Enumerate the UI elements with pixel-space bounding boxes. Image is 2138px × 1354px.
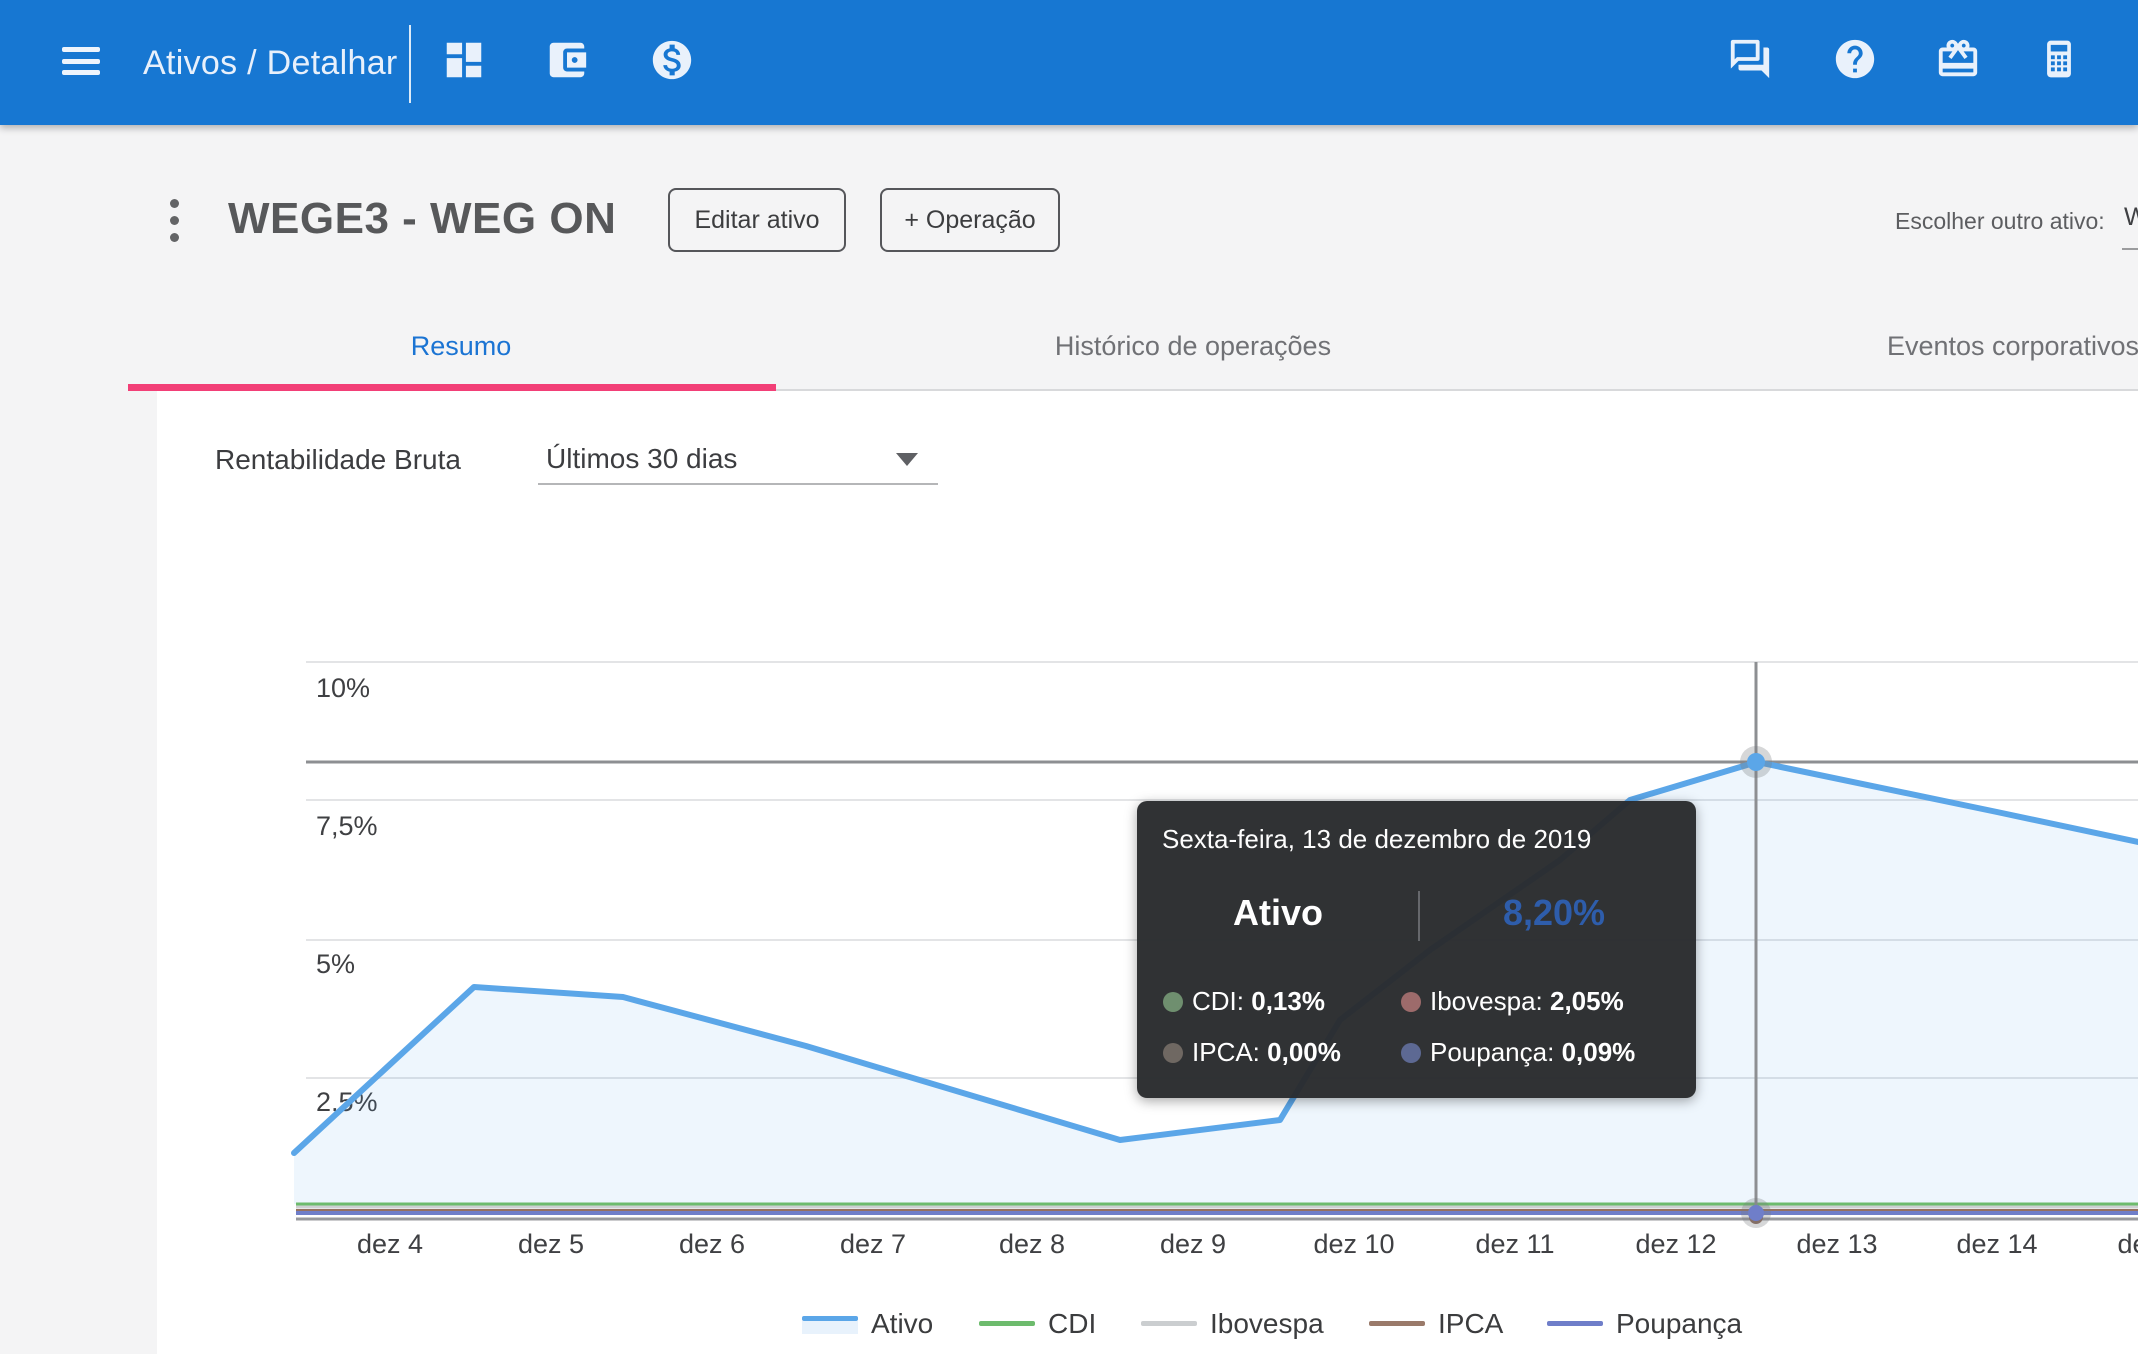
ibovespa-dot-icon (1401, 991, 1421, 1012)
dropdown-caret-icon (896, 453, 918, 466)
tab-row-border (776, 389, 2138, 391)
svg-text:dez 8: dez 8 (999, 1229, 1065, 1259)
poupanca-line-swatch-icon (1547, 1314, 1603, 1334)
ipca-dot-icon (1163, 1042, 1183, 1063)
help-icon[interactable] (1832, 36, 1878, 82)
legend-item-ativo: Ativo (802, 1308, 933, 1340)
tooltip-benchmark-label: CDI: (1192, 986, 1244, 1016)
svg-text:dez 15: dez 15 (2117, 1229, 2138, 1259)
tooltip-benchmark-value: 0,13% (1251, 986, 1325, 1016)
choose-other-asset-label: Escolher outro ativo: (1895, 208, 2105, 234)
period-select[interactable]: Últimos 30 dias (546, 443, 938, 483)
legend-item-ibovespa: Ibovespa (1141, 1308, 1324, 1340)
period-select-value: Últimos 30 dias (546, 443, 738, 474)
ibovespa-line-swatch-icon (1141, 1314, 1197, 1334)
svg-text:dez 13: dez 13 (1796, 1229, 1877, 1259)
menu-icon[interactable] (62, 47, 100, 75)
tab-resumo[interactable]: Resumo (410, 331, 512, 361)
svg-text:dez 7: dez 7 (840, 1229, 906, 1259)
legend-label: Ativo (871, 1308, 934, 1339)
chat-icon[interactable] (1727, 36, 1773, 82)
wallet-icon[interactable] (544, 37, 590, 83)
tooltip-benchmark-poupanca: Poupança: 0,09% (1401, 1037, 1635, 1068)
svg-text:7,5%: 7,5% (316, 811, 378, 841)
legend-label: Ibovespa (1210, 1308, 1324, 1339)
svg-text:dez 5: dez 5 (518, 1229, 584, 1259)
tooltip-series-name: Ativo (1233, 892, 1323, 933)
tooltip-benchmark-label: Poupança: (1430, 1037, 1555, 1067)
money-icon[interactable] (649, 37, 695, 83)
calculator-icon[interactable] (2037, 37, 2081, 81)
tooltip-divider (1418, 891, 1420, 941)
tooltip-benchmark-ibovespa: Ibovespa: 2,05% (1401, 986, 1624, 1017)
poupanca-dot-icon (1401, 1042, 1421, 1063)
period-select-underline (538, 483, 938, 485)
svg-text:5%: 5% (316, 949, 355, 979)
legend-item-ipca: IPCA (1369, 1308, 1503, 1340)
header-divider (409, 25, 411, 103)
svg-text:dez 9: dez 9 (1160, 1229, 1226, 1259)
more-options-icon[interactable] (170, 199, 180, 250)
chart-tooltip: Sexta-feira, 13 de dezembro de 2019 Ativ… (1137, 801, 1696, 1098)
chart-section-title: Rentabilidade Bruta (215, 444, 461, 475)
tooltip-benchmark-label: Ibovespa: (1430, 986, 1543, 1016)
cdi-line-swatch-icon (979, 1314, 1035, 1334)
svg-text:dez 11: dez 11 (1475, 1229, 1554, 1259)
svg-text:dez 4: dez 4 (357, 1229, 423, 1259)
legend-label: CDI (1048, 1308, 1097, 1339)
tooltip-benchmark-ipca: IPCA: 0,00% (1163, 1037, 1341, 1068)
svg-text:dez 10: dez 10 (1313, 1229, 1394, 1259)
active-tab-indicator (128, 384, 776, 391)
legend-item-cdi: CDI (979, 1308, 1096, 1340)
tooltip-benchmark-label: IPCA: (1192, 1037, 1260, 1067)
tooltip-series-value: 8,20% (1502, 892, 1606, 933)
tab-eventos-corporativos[interactable]: Eventos corporativos (1886, 331, 2138, 361)
svg-text:dez 14: dez 14 (1956, 1229, 2037, 1259)
svg-text:dez 6: dez 6 (679, 1229, 745, 1259)
dashboard-icon[interactable] (441, 37, 487, 83)
tooltip-benchmark-value: 2,05% (1549, 986, 1624, 1016)
legend-label: IPCA (1438, 1308, 1504, 1339)
tab-historico-operacoes[interactable]: Histórico de operações (1054, 331, 1332, 361)
choose-other-asset-underline (2122, 248, 2138, 250)
breadcrumb: Ativos / Detalhar (143, 44, 398, 82)
choose-other-asset-select[interactable]: W (2124, 203, 2138, 231)
tooltip-benchmark-value: 0,09% (1561, 1037, 1636, 1067)
cdi-dot-icon (1163, 991, 1183, 1012)
add-operation-button[interactable]: + Operação (880, 188, 1060, 252)
gift-icon[interactable] (1935, 36, 1981, 82)
ipca-line-swatch-icon (1369, 1314, 1425, 1334)
svg-text:10%: 10% (316, 673, 370, 703)
legend-label: Poupança (1616, 1308, 1743, 1339)
ativo-line-swatch-icon (802, 1314, 858, 1334)
svg-text:dez 12: dez 12 (1635, 1229, 1716, 1259)
tooltip-date: Sexta-feira, 13 de dezembro de 2019 (1162, 824, 1592, 854)
legend-item-poupanca: Poupança (1547, 1308, 1742, 1340)
page-title: WEGE3 - WEG ON (228, 194, 617, 243)
app-header: Ativos / Detalhar (0, 0, 2138, 125)
edit-asset-button[interactable]: Editar ativo (668, 188, 846, 252)
tooltip-benchmark-cdi: CDI: 0,13% (1163, 986, 1325, 1017)
tooltip-benchmark-value: 0,00% (1267, 1037, 1341, 1067)
